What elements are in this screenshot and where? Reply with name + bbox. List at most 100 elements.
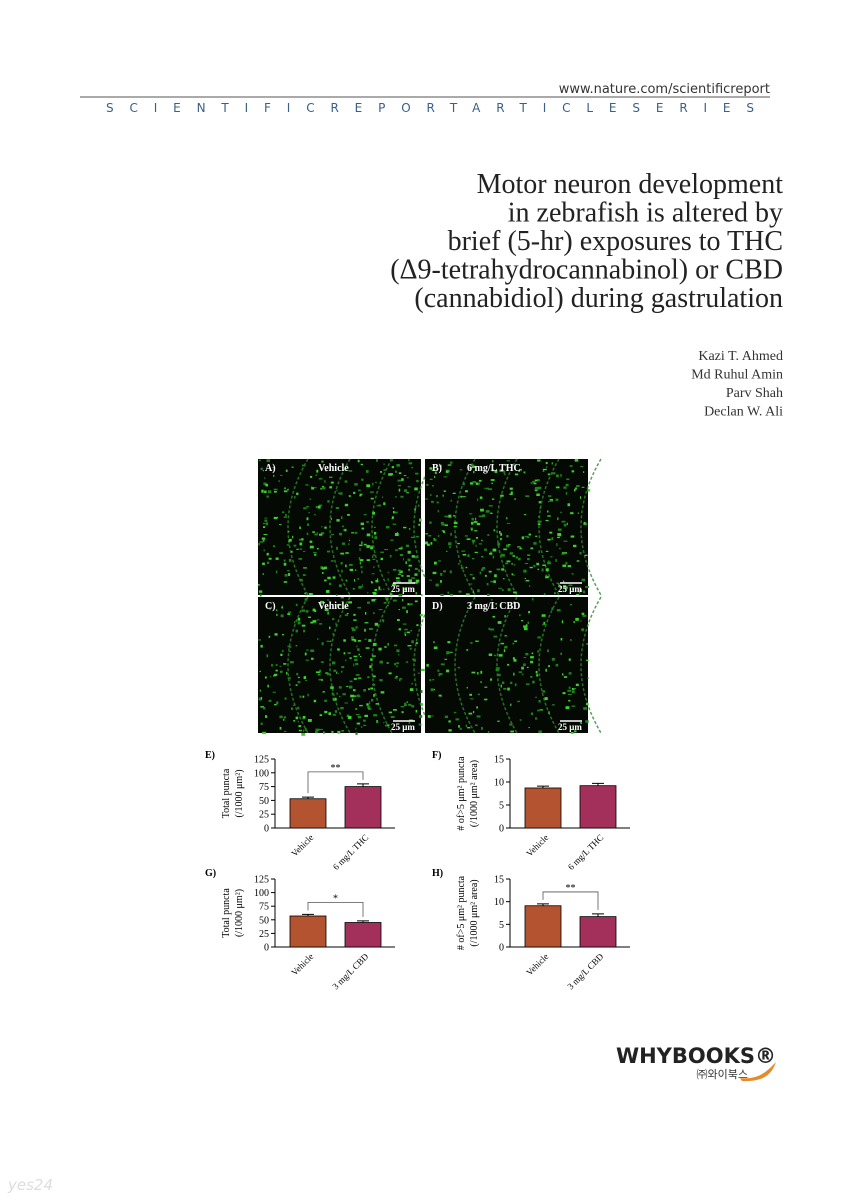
puncta	[348, 601, 352, 604]
puncta	[503, 649, 506, 653]
author: Kazi T. Ahmed	[698, 349, 783, 364]
puncta	[316, 548, 319, 550]
puncta	[399, 727, 401, 730]
puncta	[375, 481, 377, 484]
puncta	[449, 594, 454, 596]
puncta	[260, 722, 263, 726]
panel-title: 3 mg/L CBD	[467, 601, 520, 612]
y-axis-label: (/1000 μm² area)	[469, 760, 480, 827]
puncta	[376, 459, 378, 462]
puncta	[404, 633, 407, 636]
puncta	[289, 661, 294, 664]
puncta	[275, 570, 278, 574]
puncta	[353, 613, 355, 616]
puncta	[371, 698, 374, 702]
puncta	[557, 534, 562, 537]
puncta	[384, 549, 389, 551]
puncta	[561, 520, 566, 523]
puncta	[484, 574, 487, 577]
puncta	[429, 679, 432, 682]
puncta	[324, 526, 327, 529]
puncta	[425, 498, 428, 500]
puncta	[406, 492, 409, 494]
puncta	[321, 642, 324, 646]
puncta	[361, 584, 363, 588]
puncta	[302, 574, 306, 576]
puncta	[394, 644, 398, 647]
bar	[524, 905, 562, 948]
puncta	[358, 489, 361, 492]
puncta	[259, 689, 261, 692]
puncta	[488, 627, 491, 631]
puncta	[587, 677, 589, 679]
puncta	[344, 614, 349, 617]
puncta	[390, 715, 395, 718]
puncta	[431, 715, 434, 717]
puncta	[348, 495, 351, 497]
puncta	[587, 489, 591, 492]
puncta	[512, 642, 515, 645]
puncta	[443, 570, 446, 573]
y-tick-label: 15	[494, 755, 504, 766]
puncta	[434, 476, 436, 478]
puncta	[444, 524, 448, 527]
puncta	[556, 582, 559, 584]
puncta	[558, 582, 560, 586]
puncta	[475, 537, 479, 539]
puncta	[481, 568, 484, 571]
puncta	[426, 483, 429, 486]
puncta	[321, 526, 323, 528]
puncta	[405, 544, 409, 547]
puncta	[280, 474, 283, 476]
puncta	[288, 558, 292, 562]
puncta	[291, 550, 293, 553]
puncta	[334, 710, 338, 713]
puncta	[370, 491, 374, 493]
puncta	[263, 526, 266, 528]
puncta	[490, 551, 492, 554]
puncta	[506, 535, 509, 538]
puncta	[490, 599, 493, 601]
puncta	[418, 504, 420, 507]
puncta	[469, 693, 472, 696]
puncta	[583, 471, 585, 473]
puncta	[496, 568, 501, 571]
puncta	[517, 546, 521, 548]
puncta	[583, 521, 586, 525]
puncta	[282, 649, 284, 653]
puncta	[395, 470, 397, 473]
puncta	[512, 657, 515, 660]
puncta	[351, 628, 356, 632]
puncta	[471, 539, 476, 543]
puncta	[403, 526, 407, 529]
puncta	[578, 590, 580, 594]
puncta	[366, 559, 371, 561]
puncta	[488, 488, 493, 491]
puncta	[502, 470, 506, 473]
micrograph: B) 6 mg/L THC 25 μm	[425, 458, 602, 596]
puncta	[526, 536, 530, 539]
puncta	[359, 494, 362, 497]
puncta	[384, 597, 389, 599]
y-tick-label: 10	[494, 897, 504, 908]
puncta	[285, 469, 288, 472]
myotome-line	[287, 596, 309, 734]
puncta	[560, 725, 562, 727]
puncta	[529, 566, 533, 569]
myotome-line	[496, 596, 518, 734]
puncta	[472, 590, 474, 593]
puncta	[572, 587, 575, 590]
puncta	[380, 551, 384, 553]
puncta	[375, 703, 379, 705]
puncta	[477, 498, 479, 502]
puncta	[389, 593, 393, 596]
puncta	[351, 698, 354, 701]
puncta	[547, 649, 549, 653]
puncta	[532, 480, 536, 484]
puncta	[531, 652, 534, 655]
micrograph: D) 3 mg/L CBD 25 μm	[425, 596, 602, 734]
puncta	[394, 677, 398, 679]
puncta	[307, 693, 309, 697]
puncta	[322, 572, 324, 574]
y-tick-label: 50	[259, 796, 269, 807]
